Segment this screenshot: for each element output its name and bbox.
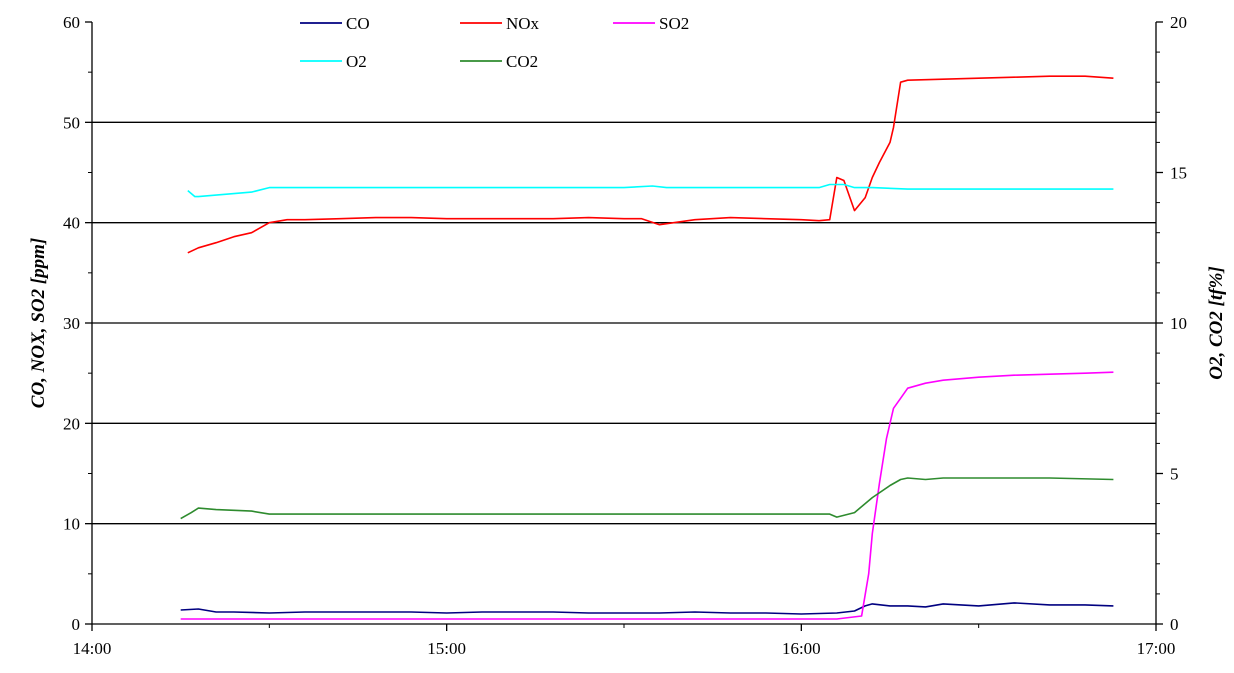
gridlines — [92, 121, 1156, 525]
legend-label-so2: SO2 — [659, 14, 689, 33]
y-left-tick-label-20: 20 — [63, 414, 80, 433]
series-line-nox — [187, 75, 1114, 254]
legend-box — [282, 8, 714, 76]
y-left-tick-label-30: 30 — [63, 314, 80, 333]
legend-label-o2: O2 — [346, 52, 367, 71]
y-right-tick-label-10: 10 — [1170, 314, 1187, 333]
y-left-tick-label-50: 50 — [63, 113, 80, 132]
legend-label-co2: CO2 — [506, 52, 538, 71]
y-right-tick-label-15: 15 — [1170, 164, 1187, 183]
series-line-so2 — [180, 371, 1114, 620]
series-line-co2 — [180, 477, 1114, 520]
y-left-tick-label-0: 0 — [72, 615, 81, 634]
y-axis-left-title: CO, NOX, SO2 [ppm] — [28, 238, 49, 408]
x-tick-label-16: 16:00 — [782, 639, 821, 658]
series-line-co — [180, 602, 1114, 615]
x-tick-label-14: 14:00 — [73, 639, 112, 658]
x-tick-label-15: 15:00 — [427, 639, 466, 658]
y-left-tick-label-60: 60 — [63, 13, 80, 32]
x-tick-label-17: 17:00 — [1137, 639, 1176, 658]
y-left-tick-label-40: 40 — [63, 214, 80, 233]
legend: CO NOx SO2 O2 CO2 — [282, 8, 714, 76]
y-right-tick-label-0: 0 — [1170, 615, 1179, 634]
series-line-o2 — [187, 183, 1114, 198]
legend-label-co: CO — [346, 14, 370, 33]
legend-label-nox: NOx — [506, 14, 540, 33]
y-axis-right-title: O2, CO2 [tf%] — [1206, 266, 1227, 379]
axes: 0 10 20 30 40 50 60 0 5 10 15 20 14:00 15:00 16:00 17:0… — [63, 13, 1187, 658]
series-lines — [180, 75, 1114, 620]
y-right-tick-label-5: 5 — [1170, 465, 1179, 484]
y-right-tick-label-20: 20 — [1170, 13, 1187, 32]
y-left-tick-label-10: 10 — [63, 515, 80, 534]
